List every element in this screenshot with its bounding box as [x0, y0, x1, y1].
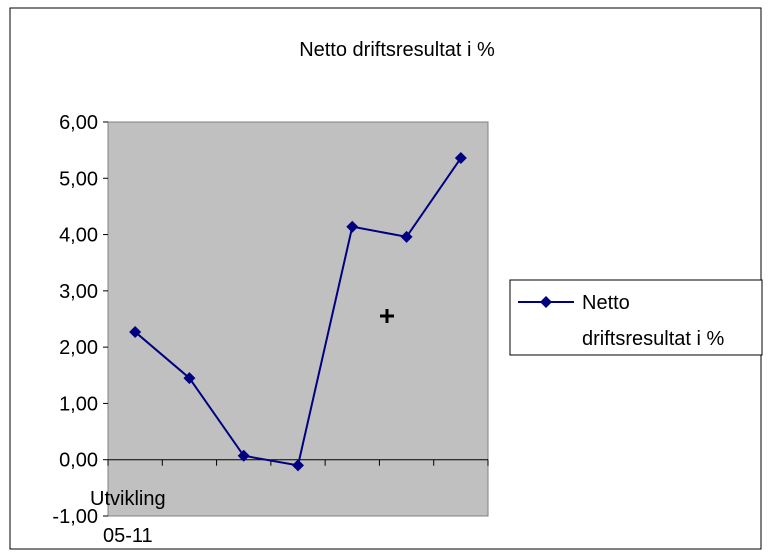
y-tick-label: 1,00	[59, 393, 98, 415]
x-axis-title-line-2: 05-11	[103, 525, 153, 547]
legend: Netto driftsresultat i %	[509, 279, 763, 356]
y-tick-label: 0,00	[59, 450, 98, 472]
y-tick-label: 4,00	[59, 225, 98, 247]
data-point	[346, 220, 359, 233]
data-point	[400, 230, 413, 243]
x-axis-title: Utvikling 05-11	[90, 488, 166, 547]
legend-label-line-1: Netto	[582, 292, 630, 314]
data-point	[129, 325, 142, 338]
plot-area	[107, 121, 489, 517]
data-point	[237, 449, 250, 462]
legend-marker	[540, 296, 552, 308]
y-tick-label: 3,00	[59, 281, 98, 303]
data-point	[454, 152, 467, 165]
data-point	[183, 372, 196, 385]
legend-box	[509, 279, 763, 356]
y-axis: -1,00 0,00 1,00 2,00 3,00 4,00 5,00 6,00	[52, 112, 108, 528]
x-axis-title-line-1: Utvikling	[90, 488, 166, 510]
legend-label-line-2: driftsresultat i %	[582, 328, 724, 350]
series-layer	[129, 152, 467, 472]
y-tick-label: -1,00	[52, 506, 98, 528]
y-tick-label: 6,00	[59, 112, 98, 134]
y-tick-label: 5,00	[59, 168, 98, 190]
data-point	[292, 459, 304, 472]
cursor-crosshair	[380, 309, 394, 323]
y-tick-label: 2,00	[59, 337, 98, 359]
chart-title: Netto driftsresultat i %	[299, 39, 495, 61]
